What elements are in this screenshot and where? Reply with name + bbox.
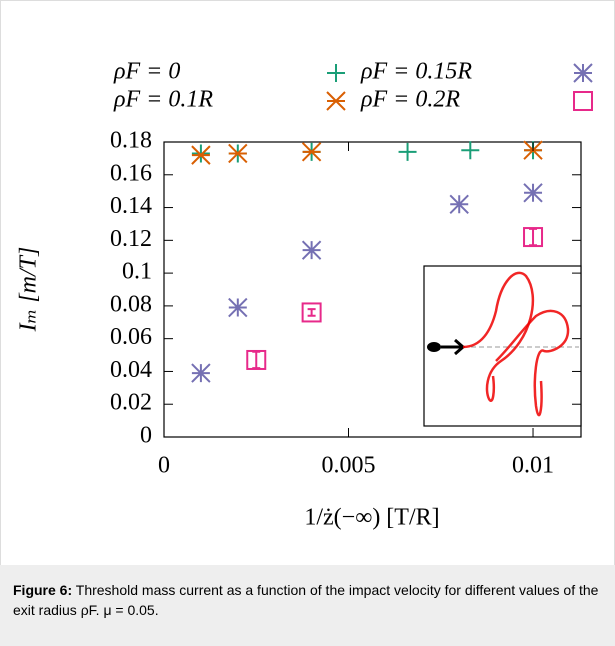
legend-label: ρF = 0.2R (360, 87, 460, 113)
marker-shape (301, 302, 322, 323)
error-bar (252, 350, 261, 370)
data-point (228, 297, 248, 318)
marker-shape (523, 183, 543, 203)
marker-shape (327, 64, 345, 82)
marker-shape (191, 145, 211, 165)
data-point (301, 302, 322, 323)
chart: Iₘ [m/T] 1/ż(−∞) [T/R] 0 0.02 0.04 0.06 0.08… (16, 59, 593, 531)
y-axis-label: Iₘ [m/T] (16, 247, 42, 333)
inset-drop (427, 342, 441, 352)
data-point (461, 141, 480, 160)
y-tick-label: 0.14 (110, 193, 152, 219)
caption-label: Figure 6: (13, 582, 73, 598)
data-point (301, 240, 322, 260)
data-point (301, 142, 322, 162)
data-point (191, 363, 211, 383)
y-tick-label: 0.08 (110, 291, 152, 317)
y-tick-label: 0.1 (122, 259, 152, 285)
error-bar (529, 227, 538, 247)
marker-shape (228, 297, 248, 318)
y-tick-label: 0.12 (110, 226, 152, 252)
y-tick-label: 0.04 (110, 357, 152, 383)
marker-shape (461, 141, 480, 160)
marker-shape (191, 144, 210, 163)
x-tick-label: 0.005 (322, 453, 376, 479)
caption-text: Figure 6: Threshold mass current as a fu… (13, 580, 602, 620)
marker-shape (449, 194, 469, 214)
data-point (246, 349, 267, 370)
caption-body: Threshold mass current as a function of … (13, 582, 599, 618)
marker-shape (191, 363, 211, 383)
y-tick-label: 0.16 (110, 160, 152, 186)
figure: Iₘ [m/T] 1/ż(−∞) [T/R] 0 0.02 0.04 0.06 0.08… (0, 0, 615, 565)
inset-trajectory (495, 309, 570, 417)
marker-shape (301, 142, 322, 162)
error-bar (307, 308, 316, 317)
x-axis-label: 1/ż(−∞) [T/R] (304, 505, 439, 531)
legend-marker (327, 64, 345, 82)
marker-shape (301, 240, 322, 260)
inset (423, 265, 582, 427)
data-point (228, 143, 248, 164)
marker-shape (573, 63, 593, 83)
legend-label: ρF = 0 (113, 59, 180, 85)
caption: Figure 6: Threshold mass current as a fu… (0, 565, 615, 646)
inset-trajectory (462, 271, 535, 402)
marker-shape (326, 91, 346, 111)
y-tick-label: 0 (140, 423, 152, 449)
data-point (449, 194, 469, 214)
y-tick-label: 0.06 (110, 324, 152, 350)
data-point (191, 145, 211, 165)
legend-label: ρF = 0.15R (360, 59, 472, 85)
marker-shape (228, 143, 248, 164)
y-tick-label: 0.18 (110, 128, 152, 154)
legend-marker (573, 63, 593, 83)
legend-label: ρF = 0.1R (113, 87, 213, 113)
legend-marker (326, 91, 346, 111)
x-tick-label: 0.01 (512, 453, 554, 479)
legend-marker (573, 91, 593, 111)
data-point (523, 183, 543, 203)
marker-shape (573, 91, 593, 111)
data-point (191, 144, 210, 163)
data-point (523, 227, 544, 248)
y-tick-label: 0.02 (110, 390, 152, 416)
data-point (398, 142, 417, 161)
x-tick-label: 0 (158, 453, 170, 479)
marker-shape (398, 142, 417, 161)
